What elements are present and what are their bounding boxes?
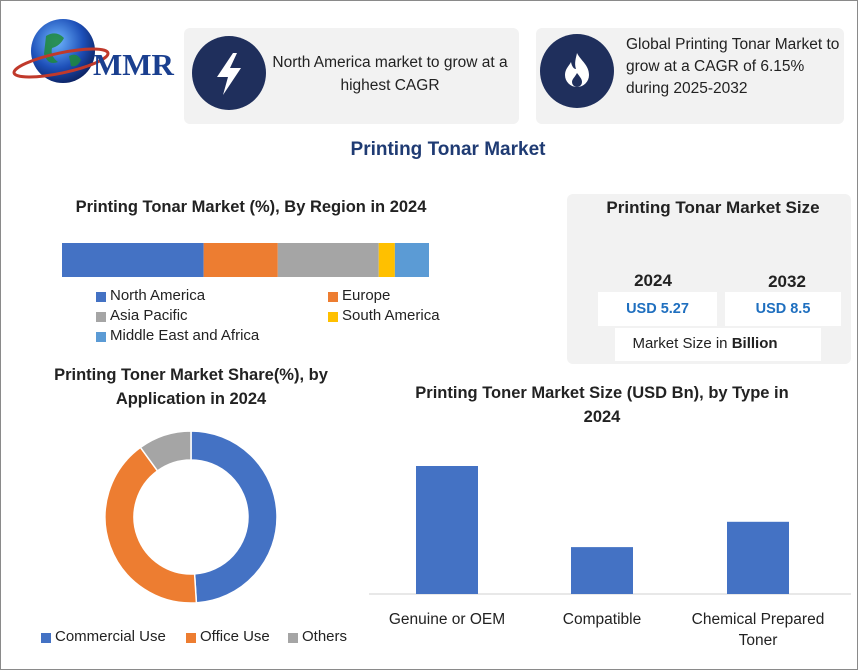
legend-swatch: [41, 633, 51, 643]
donut-segment: [139, 430, 192, 472]
chart-title: Printing Tonar Market (%), By Region in …: [75, 198, 427, 216]
bar-segment: [394, 243, 429, 277]
legend-label: Others: [302, 628, 348, 645]
bar-segment: [378, 243, 395, 277]
donut-segment: [190, 430, 278, 604]
highlight-text: Global Printing Tonar Market to grow at …: [626, 36, 840, 97]
bar: [727, 521, 789, 594]
note-box: [615, 328, 821, 361]
legend-label: Europe: [342, 287, 391, 304]
highlight-card: [536, 28, 844, 124]
highlight-text: North America market to grow at a highes…: [272, 54, 508, 94]
chart-title: Printing Toner Market Share(%), by Appli…: [54, 366, 328, 408]
legend-swatch: [328, 292, 338, 302]
legend-swatch: [186, 633, 196, 643]
size-value: USD 5.27: [626, 301, 689, 317]
legend-swatch: [328, 312, 338, 322]
bar-segment: [203, 243, 278, 277]
legend-label: Asia Pacific: [110, 307, 188, 324]
note-text: Market Size in: [632, 335, 728, 352]
bar: [571, 547, 633, 594]
legend-swatch: [96, 312, 106, 322]
icon-bolt: [217, 53, 241, 95]
value-box: [598, 292, 717, 326]
legend-label: South America: [342, 307, 440, 324]
legend-swatch: [96, 332, 106, 342]
logo-text: MMR: [93, 47, 174, 82]
x-tick-label: Genuine or OEM: [388, 611, 506, 628]
note-unit: Billion: [731, 335, 778, 352]
year: 2024: [634, 271, 672, 290]
size-note: Market Size in Billion: [615, 335, 795, 352]
legend-label: Office Use: [200, 628, 270, 645]
value-box: [725, 292, 841, 326]
legend-swatch: [288, 633, 298, 643]
page-title: Printing Tonar Market: [350, 139, 546, 160]
x-tick-label: Compatible: [562, 611, 642, 628]
icon-flame: [565, 53, 589, 87]
highlight-card: [184, 28, 519, 124]
legend-label: Middle East and Africa: [110, 327, 260, 344]
size-value: USD 8.5: [755, 301, 811, 317]
bar-segment: [277, 243, 379, 277]
donut-segment: [104, 446, 198, 604]
bar: [416, 466, 478, 594]
bar-segment: [62, 243, 204, 277]
logo-globe: [12, 19, 110, 83]
x-tick-label: Chemical Prepared Toner: [691, 611, 825, 649]
panel-title: Printing Tonar Market Size: [606, 198, 820, 217]
legend-swatch: [96, 292, 106, 302]
chart-title: Printing Toner Market Size (USD Bn), by …: [415, 384, 789, 426]
legend-label: Commercial Use: [55, 628, 166, 645]
year: 2032: [768, 272, 806, 291]
legend-label: North America: [110, 287, 206, 304]
